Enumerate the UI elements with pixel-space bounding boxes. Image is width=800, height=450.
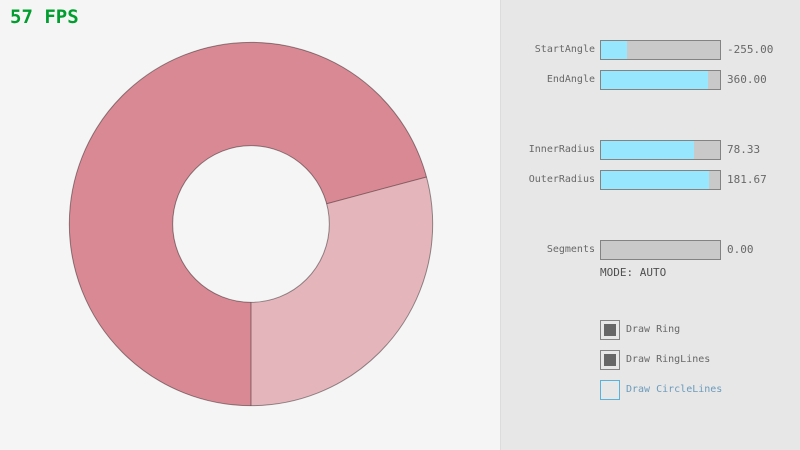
- ring-inner-outline: [172, 145, 330, 303]
- ring-startcap-line: [326, 176, 427, 205]
- slider-startangle[interactable]: [600, 40, 721, 60]
- slider-label-innerradius: InnerRadius: [528, 144, 595, 155]
- slider-innerradius[interactable]: [600, 140, 721, 160]
- draw-ring-checkbox[interactable]: [600, 320, 620, 340]
- slider-label-startangle: StartAngle: [534, 44, 595, 55]
- segments-mode-text: MODE: AUTO: [600, 266, 667, 279]
- slider-endangle[interactable]: [600, 70, 721, 90]
- slider-fill-innerradius: [601, 141, 695, 159]
- slider-value-outerradius: 181.67: [727, 173, 767, 186]
- draw-ringlines-checkbox[interactable]: [600, 350, 620, 370]
- slider-label-outerradius: OuterRadius: [528, 174, 595, 185]
- draw-ringlines-label: Draw RingLines: [626, 354, 711, 365]
- slider-fill-startangle: [601, 41, 627, 59]
- slider-value-endangle: 360.00: [727, 73, 767, 86]
- slider-label-segments: Segments: [546, 244, 595, 255]
- slider-label-endangle: EndAngle: [546, 74, 595, 85]
- slider-value-innerradius: 78.33: [727, 143, 761, 156]
- draw-circlelines-label: Draw CircleLines: [626, 384, 723, 395]
- fps-counter: 57 FPS: [10, 6, 79, 28]
- slider-outerradius[interactable]: [600, 170, 721, 190]
- slider-fill-endangle: [601, 71, 709, 89]
- ring-outer-outline: [68, 41, 434, 407]
- draw-circlelines-checkbox[interactable]: [600, 380, 620, 400]
- slider-value-segments: 0.00: [727, 243, 754, 256]
- draw-ring-label: Draw Ring: [626, 324, 681, 335]
- ring-overlap-region: [69, 42, 427, 406]
- slider-segments[interactable]: [600, 240, 721, 260]
- slider-value-startangle: -255.00: [727, 43, 774, 56]
- slider-fill-outerradius: [601, 171, 710, 189]
